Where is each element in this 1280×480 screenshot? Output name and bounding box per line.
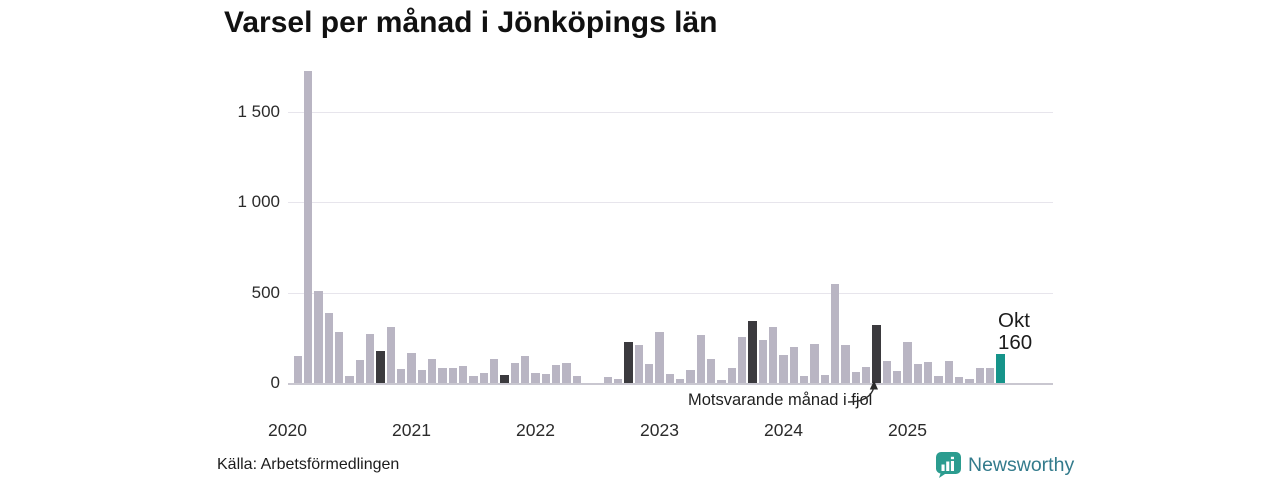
gridline-1000 bbox=[288, 202, 1053, 204]
bar-2024-09 bbox=[861, 366, 871, 383]
x-axis-baseline bbox=[288, 382, 1053, 385]
bar-2021-11 bbox=[510, 363, 519, 383]
bar-2023-10 bbox=[748, 320, 757, 383]
y-axis-label-0: 0 bbox=[270, 373, 280, 392]
bar-2023-11 bbox=[758, 339, 767, 383]
bar-2023-05 bbox=[696, 335, 705, 383]
newsworthy-logo[interactable]: Newsworthy bbox=[936, 452, 1074, 478]
bar-2024-05 bbox=[820, 374, 829, 383]
bar-2020-05 bbox=[324, 312, 333, 383]
bar-2020-10 bbox=[376, 350, 385, 383]
bar-2023-02 bbox=[665, 374, 674, 383]
highlight-value: 160 bbox=[998, 331, 1033, 354]
x-axis-label-2021: 2021 bbox=[392, 420, 431, 440]
bar-2022-01 bbox=[531, 373, 540, 383]
bar-2021-07 bbox=[469, 375, 478, 383]
bar-2025-01 bbox=[903, 341, 912, 383]
bar-2020-03 bbox=[303, 70, 313, 383]
gridline-1500 bbox=[288, 112, 1053, 114]
bar-2024-10 bbox=[872, 325, 881, 383]
bar-2021-09 bbox=[489, 358, 499, 383]
newsworthy-wordmark: Newsworthy bbox=[968, 453, 1075, 476]
bar-2020-06 bbox=[334, 332, 344, 383]
x-axis-label-2025: 2025 bbox=[888, 420, 927, 440]
bar-2025-02 bbox=[913, 364, 922, 383]
bar-2021-10 bbox=[500, 374, 509, 383]
bar-2025-10 bbox=[996, 354, 1005, 383]
gridline-500 bbox=[288, 292, 1053, 294]
bar-2022-08 bbox=[603, 376, 612, 383]
annotation-arrow-icon bbox=[847, 380, 878, 403]
bar-2020-02 bbox=[293, 355, 302, 383]
y-axis-label-1500: 1 500 bbox=[237, 102, 280, 122]
bar-2021-01 bbox=[407, 353, 416, 383]
bar-2025-03 bbox=[923, 362, 933, 383]
bar-2024-08 bbox=[851, 372, 860, 383]
bar-2023-07 bbox=[717, 380, 726, 383]
bar-2020-09 bbox=[365, 334, 375, 383]
bar-2024-07 bbox=[841, 345, 850, 383]
bar-2024-03 bbox=[799, 375, 809, 383]
x-axis-label-2023: 2023 bbox=[640, 420, 679, 440]
bar-2025-04 bbox=[934, 375, 943, 383]
highlight-month: Okt bbox=[998, 309, 1030, 332]
bar-2023-04 bbox=[686, 370, 695, 383]
bar-2021-08 bbox=[479, 373, 488, 383]
bar-2023-08 bbox=[727, 367, 736, 383]
bar-2025-08 bbox=[975, 367, 984, 383]
newsworthy-bar-chart-icon bbox=[936, 452, 961, 478]
bar-2023-12 bbox=[768, 327, 778, 383]
bar-2023-06 bbox=[706, 358, 716, 383]
bar-2022-02 bbox=[541, 374, 550, 383]
bar-2022-11 bbox=[634, 345, 643, 383]
bar-2022-10 bbox=[624, 341, 633, 383]
bar-2024-02 bbox=[789, 346, 798, 383]
y-axis-label-500: 500 bbox=[251, 282, 280, 302]
bar-2022-05 bbox=[572, 375, 581, 383]
bar-2024-06 bbox=[830, 283, 840, 383]
bar-2021-12 bbox=[520, 355, 530, 383]
x-axis-label-2024: 2024 bbox=[764, 420, 803, 440]
bar-2024-11 bbox=[882, 361, 891, 383]
bar-2024-12 bbox=[892, 371, 902, 383]
bar-2023-09 bbox=[737, 336, 747, 383]
highlight-value-label: Okt 160 bbox=[998, 310, 1032, 354]
bar-2021-06 bbox=[458, 365, 468, 383]
bar-2020-11 bbox=[386, 327, 395, 383]
bar-2020-08 bbox=[355, 359, 364, 383]
bar-2022-09 bbox=[613, 379, 623, 383]
bar-2025-06 bbox=[954, 376, 964, 383]
x-axis-label-2022: 2022 bbox=[516, 420, 555, 440]
bar-2021-05 bbox=[448, 367, 457, 383]
y-axis-label-1000: 1 000 bbox=[237, 192, 280, 212]
bar-2020-12 bbox=[396, 368, 406, 383]
bar-2021-02 bbox=[417, 369, 426, 383]
bar-2022-12 bbox=[644, 364, 654, 383]
bar-2020-04 bbox=[314, 290, 323, 383]
bar-2021-04 bbox=[438, 367, 447, 383]
bar-2023-03 bbox=[675, 379, 685, 383]
x-axis-label-2020: 2020 bbox=[268, 420, 307, 440]
bar-2025-09 bbox=[985, 367, 995, 383]
source-caption: Källa: Arbetsförmedlingen bbox=[217, 456, 400, 473]
bar-2024-04 bbox=[810, 344, 819, 383]
bar-2022-03 bbox=[551, 364, 561, 383]
chart-title: Varsel per månad i Jönköpings län bbox=[224, 6, 718, 39]
bar-2021-03 bbox=[427, 358, 437, 383]
annotation-label: Motsvarande månad i fjol bbox=[688, 391, 873, 409]
bar-2025-07 bbox=[965, 379, 974, 383]
bar-2022-04 bbox=[562, 363, 571, 383]
bar-2025-05 bbox=[944, 361, 953, 383]
bar-2020-07 bbox=[345, 375, 354, 383]
bar-2023-01 bbox=[655, 331, 664, 383]
bar-2024-01 bbox=[779, 355, 788, 383]
